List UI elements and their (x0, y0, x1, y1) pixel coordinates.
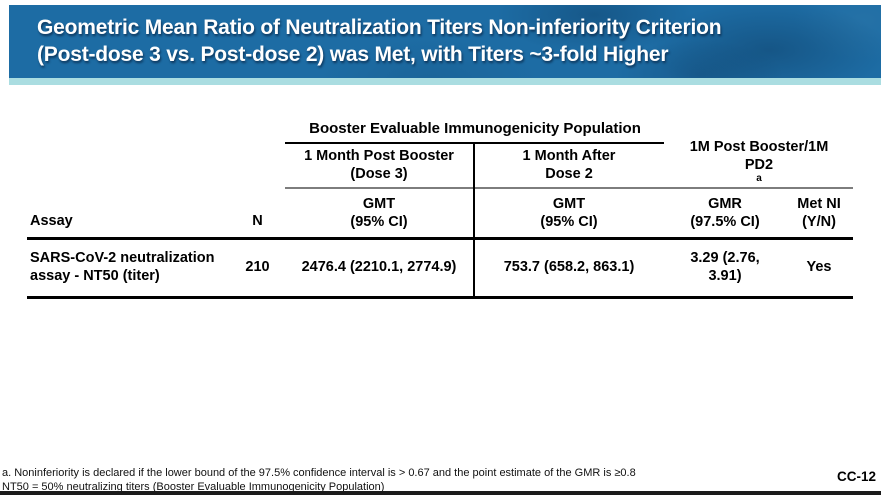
table-row-met-ni-value: Yes (806, 258, 832, 275)
slide-title: Geometric Mean Ratio of Neutralization T… (9, 5, 881, 68)
header-n: N (252, 213, 263, 229)
table-row-assay-name: SARS-CoV-2 neutralization assay - NT50 (… (30, 249, 215, 284)
col-group-after-dose2: 1 Month After Dose 2 (522, 147, 616, 182)
table-row-n-value: 210 (245, 258, 270, 275)
noninferiority-results-table: Booster Evaluable Immunogenicity Populat… (27, 118, 853, 299)
rule-under-group-headers (285, 187, 853, 189)
footnote-marker-a: a (756, 172, 762, 184)
header-gmt-dose3: GMT (95% CI) (350, 196, 408, 230)
table-row-gmt-dose3-value: 2476.4 (2210.1, 2774.9) (301, 258, 457, 275)
header-gmt-dose2: GMT (95% CI) (540, 196, 598, 230)
footnote-nt50: NT50 = 50% neutralizing titers (Booster … (2, 481, 385, 493)
slide-number: CC-12 (836, 469, 876, 484)
title-banner: Geometric Mean Ratio of Neutralization T… (9, 5, 881, 78)
slide-title-line1: Geometric Mean Ratio of Neutralization T… (37, 16, 722, 39)
col-group-ratio: 1M Post Booster/1M PD2 a (689, 138, 829, 184)
footnote-a: a. Noninferiority is declared if the low… (2, 467, 636, 479)
table-row-gmt-dose2-value: 753.7 (658.2, 863.1) (503, 258, 635, 275)
col-group-post-booster: 1 Month Post Booster (Dose 3) (304, 147, 454, 182)
slide-title-line2: (Post-dose 3 vs. Post-dose 2) was Met, w… (37, 43, 669, 66)
table-row-gmr-value: 3.29 (2.76, 3.91) (690, 249, 760, 284)
rule-table-bottom (27, 296, 853, 299)
population-span-header: Booster Evaluable Immunogenicity Populat… (309, 120, 641, 137)
header-assay: Assay (30, 213, 73, 229)
header-met-ni: Met NI (Y/N) (797, 196, 841, 230)
banner-accent-strip (9, 78, 881, 85)
rule-under-column-headers (27, 237, 853, 240)
rule-column-divider (473, 142, 475, 299)
bottom-divider-bar (0, 491, 881, 495)
header-gmr: GMR (97.5% CI) (690, 196, 760, 230)
footnotes: a. Noninferiority is declared if the low… (2, 466, 636, 494)
